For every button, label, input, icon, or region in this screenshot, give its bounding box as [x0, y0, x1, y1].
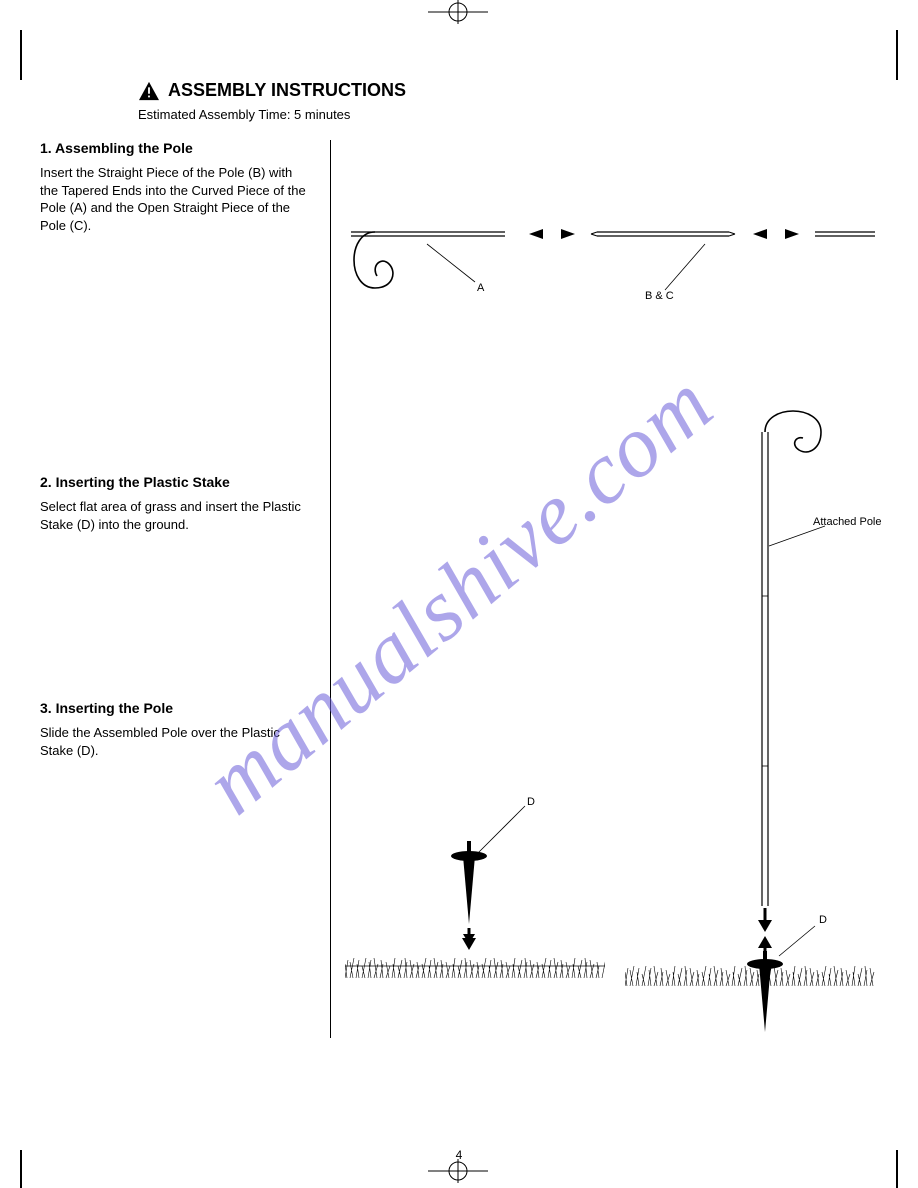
- diagram-column: A B & C: [331, 140, 880, 1038]
- step-1-heading: 1. Assembling the Pole: [40, 140, 312, 156]
- title-row: ASSEMBLY INSTRUCTIONS: [138, 80, 880, 101]
- label-bc: B & C: [645, 290, 674, 302]
- step-2-heading: 2. Inserting the Plastic Stake: [40, 474, 312, 490]
- step-1-body: Insert the Straight Piece of the Pole (B…: [40, 164, 312, 234]
- pole-assembly-diagram: [345, 196, 875, 356]
- registration-mark-bottom: [428, 1159, 488, 1188]
- step-1: 1. Assembling the Pole Insert the Straig…: [40, 140, 312, 234]
- label-d-right: D: [819, 914, 827, 926]
- page-content: ASSEMBLY INSTRUCTIONS Estimated Assembly…: [40, 80, 880, 1038]
- warning-icon: [138, 81, 160, 101]
- crop-mark-top-right: [896, 30, 898, 80]
- crop-mark-bottom-right: [896, 1150, 898, 1188]
- label-a: A: [477, 282, 484, 294]
- page-title: ASSEMBLY INSTRUCTIONS: [168, 80, 406, 101]
- pole-over-stake-diagram: [625, 396, 875, 1036]
- grass-left-icon: [345, 948, 605, 988]
- label-attached-pole: Attached Pole: [813, 516, 883, 528]
- page-number: 4: [456, 1148, 463, 1162]
- step-2: 2. Inserting the Plastic Stake Select fl…: [40, 474, 312, 533]
- step-3: 3. Inserting the Pole Slide the Assemble…: [40, 700, 312, 759]
- registration-mark-top: [428, 0, 488, 29]
- grass-right-icon: [625, 956, 875, 996]
- crop-mark-bottom-left: [20, 1150, 22, 1188]
- label-d-left: D: [527, 796, 535, 808]
- crop-mark-top-left: [20, 30, 22, 80]
- instructions-column: 1. Assembling the Pole Insert the Straig…: [40, 140, 330, 1038]
- step-3-heading: 3. Inserting the Pole: [40, 700, 312, 716]
- columns: 1. Assembling the Pole Insert the Straig…: [40, 140, 880, 1038]
- diagrams: A B & C: [345, 196, 875, 1036]
- step-3-body: Slide the Assembled Pole over the Plasti…: [40, 724, 312, 759]
- step-2-body: Select flat area of grass and insert the…: [40, 498, 312, 533]
- assembly-time: Estimated Assembly Time: 5 minutes: [138, 107, 880, 122]
